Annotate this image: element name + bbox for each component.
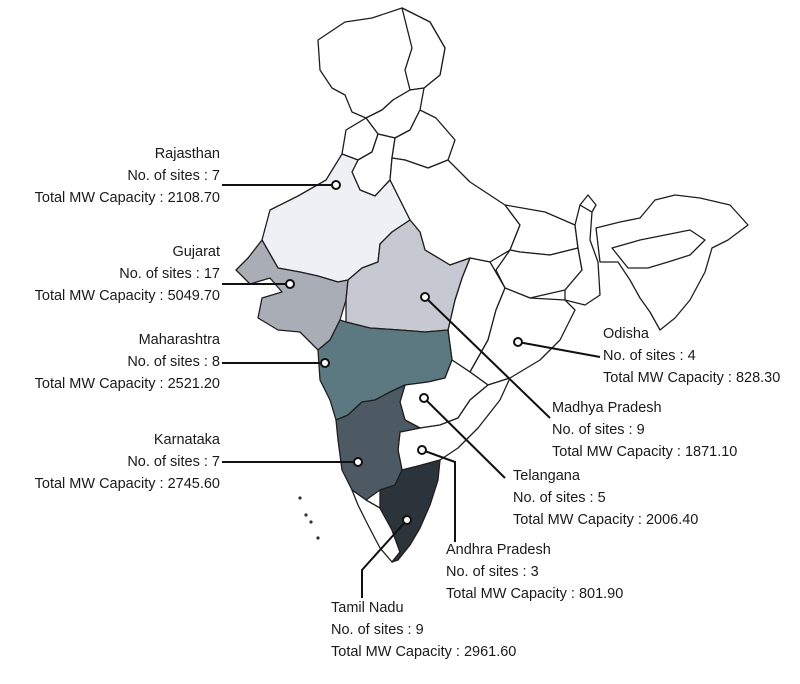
marker-gujarat [285, 279, 295, 289]
sites-count: No. of sites : 3 [446, 564, 539, 580]
state-name: Maharashtra [138, 332, 220, 348]
capacity-value: Total MW Capacity : 2961.60 [331, 644, 517, 660]
label-rajasthan: Rajasthan No. of sites : 7 Total MW Capa… [35, 143, 220, 209]
leader-odisha [517, 341, 601, 358]
label-andhra-pradesh: Andhra Pradesh No. of sites : 3 Total MW… [446, 539, 623, 605]
label-maharashtra: Maharashtra No. of sites : 8 Total MW Ca… [35, 329, 220, 395]
capacity-value: Total MW Capacity : 2745.60 [34, 476, 220, 492]
state-northeast [595, 194, 749, 331]
marker-odisha [513, 337, 523, 347]
state-name: Madhya Pradesh [552, 400, 662, 416]
state-name: Gujarat [172, 244, 220, 260]
marker-rajasthan [331, 180, 341, 190]
sites-count: No. of sites : 4 [603, 348, 696, 364]
marker-karnataka [353, 457, 363, 467]
island-lakshadweep-1 [298, 496, 302, 500]
island-lakshadweep-3 [309, 520, 313, 524]
label-telangana: Telangana No. of sites : 5 Total MW Capa… [513, 465, 698, 531]
capacity-value: Total MW Capacity : 5049.70 [34, 288, 220, 304]
leader-madhya-pradesh [424, 296, 551, 419]
state-assam-inner [611, 229, 706, 269]
label-madhya-pradesh: Madhya Pradesh No. of sites : 9 Total MW… [552, 397, 737, 463]
sites-count: No. of sites : 7 [127, 168, 220, 184]
state-odisha [469, 287, 576, 386]
state-sikkim [579, 194, 597, 213]
label-gujarat: Gujarat No. of sites : 17 Total MW Capac… [35, 241, 220, 307]
sites-count: No. of sites : 9 [552, 422, 645, 438]
capacity-value: Total MW Capacity : 828.30 [603, 370, 781, 386]
label-tamil-nadu: Tamil Nadu No. of sites : 9 Total MW Cap… [331, 597, 516, 663]
capacity-value: Total MW Capacity : 2521.20 [34, 376, 220, 392]
state-name: Andhra Pradesh [446, 542, 551, 558]
sites-count: No. of sites : 7 [127, 454, 220, 470]
state-name: Rajasthan [154, 146, 220, 162]
capacity-value: Total MW Capacity : 2108.70 [34, 190, 220, 206]
state-tamil-nadu [379, 459, 441, 563]
marker-tamil-nadu [402, 515, 412, 525]
island-lakshadweep-4 [316, 536, 320, 540]
label-odisha: Odisha No. of sites : 4 Total MW Capacit… [603, 323, 780, 389]
sites-count: No. of sites : 17 [119, 266, 220, 282]
label-karnataka: Karnataka No. of sites : 7 Total MW Capa… [35, 429, 220, 495]
leader-telangana [423, 397, 506, 479]
state-name: Telangana [513, 468, 580, 484]
leader-tamil-nadu [361, 519, 408, 598]
state-name: Tamil Nadu [331, 600, 404, 616]
capacity-value: Total MW Capacity : 801.90 [446, 586, 624, 602]
marker-andhra-pradesh [417, 445, 427, 455]
capacity-value: Total MW Capacity : 2006.40 [513, 512, 699, 528]
marker-maharashtra [320, 358, 330, 368]
state-name: Karnataka [153, 432, 220, 448]
sites-count: No. of sites : 9 [331, 622, 424, 638]
capacity-value: Total MW Capacity : 1871.10 [552, 444, 738, 460]
leader-andhra-pradesh [421, 449, 456, 542]
sites-count: No. of sites : 5 [513, 490, 606, 506]
marker-telangana [419, 393, 429, 403]
marker-madhya-pradesh [420, 292, 430, 302]
island-lakshadweep-2 [304, 513, 308, 517]
sites-count: No. of sites : 8 [127, 354, 220, 370]
state-name: Odisha [603, 326, 649, 342]
